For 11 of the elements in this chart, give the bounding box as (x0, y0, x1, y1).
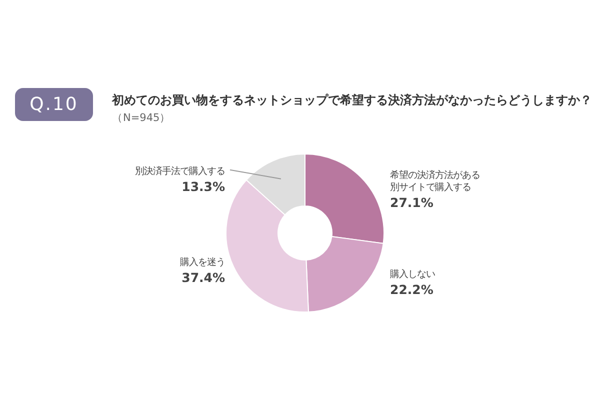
slice-label: 別決済手法で購入する (135, 166, 225, 177)
data-label: 13.3% (182, 178, 226, 194)
chart-subtitle: （N=945） (112, 111, 171, 126)
data-label: 22.2% (390, 282, 434, 298)
slice-label: 購入を迷う (180, 256, 225, 268)
data-label: 27.1% (390, 194, 434, 210)
slice-label: 希望の決済方法がある別サイトで購入する (390, 170, 480, 193)
question-badge: Q.10 (15, 88, 93, 121)
data-label: 37.4% (182, 270, 226, 285)
slice-label: 購入しない (390, 269, 435, 280)
chart-title: 初めてのお買い物をするネットショップで希望する決済方法がなかったらどうしますか？ (112, 92, 592, 108)
